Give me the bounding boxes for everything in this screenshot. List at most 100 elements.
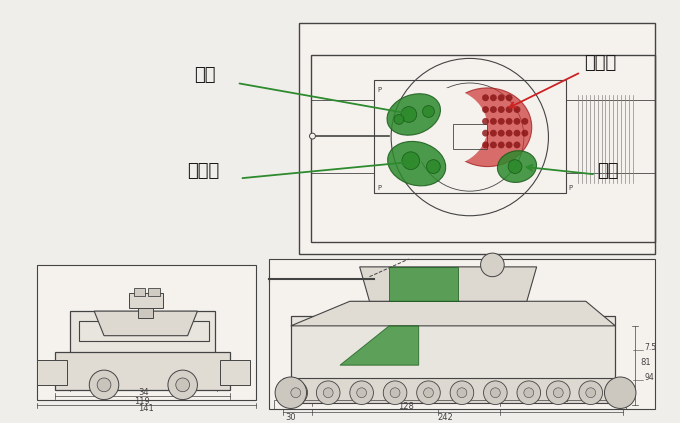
Bar — [133, 288, 146, 297]
Text: P: P — [377, 185, 381, 191]
Circle shape — [522, 130, 528, 137]
Circle shape — [490, 388, 500, 398]
Circle shape — [498, 94, 505, 101]
Text: 車長: 車長 — [598, 162, 619, 180]
Bar — [129, 294, 163, 308]
Ellipse shape — [388, 141, 445, 186]
Text: P: P — [568, 185, 573, 191]
Bar — [55, 352, 230, 390]
Circle shape — [176, 378, 190, 392]
Circle shape — [513, 130, 520, 137]
Polygon shape — [291, 301, 615, 326]
Circle shape — [284, 381, 307, 404]
Circle shape — [498, 130, 505, 137]
Circle shape — [498, 106, 505, 113]
Circle shape — [490, 106, 497, 113]
Text: 141: 141 — [139, 404, 154, 413]
Circle shape — [522, 118, 528, 125]
Circle shape — [424, 388, 433, 398]
Ellipse shape — [443, 88, 532, 167]
Bar — [69, 311, 215, 355]
Circle shape — [508, 160, 522, 173]
Circle shape — [275, 377, 307, 409]
Circle shape — [482, 130, 489, 137]
Text: 119: 119 — [135, 396, 150, 406]
Bar — [220, 360, 250, 385]
Bar — [80, 321, 209, 341]
Circle shape — [350, 381, 373, 404]
Circle shape — [506, 106, 513, 113]
Circle shape — [513, 118, 520, 125]
Text: 94: 94 — [645, 373, 655, 382]
Bar — [148, 288, 160, 297]
Circle shape — [490, 142, 497, 148]
Circle shape — [506, 142, 513, 148]
Circle shape — [506, 130, 513, 137]
Circle shape — [513, 142, 520, 148]
Bar — [453, 124, 488, 149]
Circle shape — [490, 118, 497, 125]
Ellipse shape — [399, 88, 488, 167]
Text: 砲手: 砲手 — [194, 66, 216, 84]
Circle shape — [291, 388, 301, 398]
Circle shape — [323, 388, 333, 398]
Polygon shape — [389, 267, 458, 301]
Circle shape — [450, 381, 474, 404]
Circle shape — [513, 106, 520, 113]
Circle shape — [524, 388, 534, 398]
Circle shape — [482, 142, 489, 148]
Bar — [37, 265, 256, 400]
Circle shape — [482, 94, 489, 101]
Circle shape — [554, 388, 563, 398]
Text: 242: 242 — [437, 413, 453, 422]
Bar — [299, 23, 655, 254]
Polygon shape — [95, 311, 197, 336]
Circle shape — [490, 130, 497, 137]
Circle shape — [401, 107, 417, 122]
Text: 30: 30 — [285, 413, 296, 422]
Text: 34: 34 — [138, 388, 149, 397]
Text: 221: 221 — [554, 395, 569, 404]
Polygon shape — [360, 267, 537, 301]
Circle shape — [402, 152, 420, 170]
Circle shape — [426, 160, 440, 173]
Circle shape — [585, 388, 596, 398]
Circle shape — [506, 118, 513, 125]
Text: 操縦手: 操縦手 — [188, 162, 220, 180]
Circle shape — [384, 381, 407, 404]
Circle shape — [394, 115, 404, 124]
Text: 主砲弾: 主砲弾 — [584, 54, 616, 72]
Text: P: P — [377, 87, 381, 93]
Circle shape — [417, 381, 440, 404]
Circle shape — [547, 381, 570, 404]
Bar — [269, 259, 655, 409]
Circle shape — [481, 253, 504, 277]
Circle shape — [579, 381, 602, 404]
Ellipse shape — [498, 151, 537, 182]
Circle shape — [309, 133, 316, 139]
Bar — [139, 300, 153, 318]
Circle shape — [490, 94, 497, 101]
Bar — [375, 80, 566, 193]
Bar — [291, 316, 615, 395]
Circle shape — [390, 388, 400, 398]
Circle shape — [482, 118, 489, 125]
Bar — [274, 400, 626, 409]
Text: 7.5: 7.5 — [645, 343, 657, 352]
Bar — [37, 360, 67, 385]
Circle shape — [457, 388, 467, 398]
Text: 128: 128 — [398, 402, 414, 412]
Circle shape — [506, 94, 513, 101]
Circle shape — [482, 106, 489, 113]
Bar — [283, 378, 622, 403]
Circle shape — [483, 381, 507, 404]
Text: 81: 81 — [640, 358, 651, 367]
Circle shape — [316, 381, 340, 404]
Circle shape — [168, 370, 197, 400]
Circle shape — [97, 378, 111, 392]
Circle shape — [89, 370, 119, 400]
Bar — [311, 55, 655, 242]
Circle shape — [422, 106, 435, 118]
Circle shape — [498, 142, 505, 148]
Circle shape — [498, 118, 505, 125]
